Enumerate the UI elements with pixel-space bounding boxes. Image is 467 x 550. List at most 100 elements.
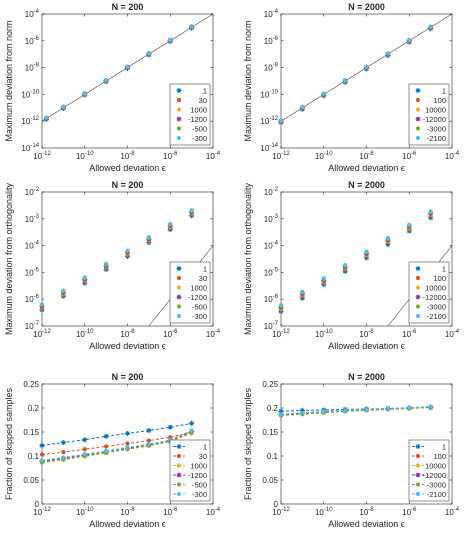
legend-label: -300	[192, 134, 207, 143]
y-tick-label: 10-10	[21, 89, 39, 99]
y-tick-label: 10-3	[25, 214, 40, 224]
legend-label: -2100	[427, 134, 446, 143]
y-axis-label: Maximum deviation from orthogonality	[4, 182, 14, 335]
legend-marker	[415, 491, 421, 497]
legend-label: -12000	[423, 471, 446, 480]
x-tick-label: 10-10	[315, 507, 333, 517]
legend-marker	[176, 107, 182, 112]
x-tick-label: 10-6	[402, 507, 417, 517]
chart-title: N = 2000	[348, 2, 385, 12]
legend-marker	[415, 116, 421, 122]
series-line	[280, 407, 431, 417]
data-point	[146, 441, 151, 447]
y-tick-label: 0	[274, 500, 279, 509]
legend-box	[408, 83, 450, 146]
data-point	[428, 404, 433, 409]
data-point	[343, 262, 348, 268]
x-axis-label: Allowed deviation ϵ	[89, 341, 166, 351]
chart-title: N = 200	[112, 372, 144, 382]
data-point	[167, 424, 173, 430]
chart-panel-2: 10-12 10-10 10-8 10-6 10-4 10-7 10-6 10-5 10-4 10…	[4, 180, 221, 351]
y-tick-label: 10-6	[264, 294, 279, 304]
legend-label: 10000	[425, 105, 446, 114]
y-tick-label: 0.2	[267, 404, 279, 413]
y-tick-label: 10-8	[25, 63, 40, 73]
legend-marker	[415, 444, 421, 449]
y-tick-label: 10-4	[25, 9, 40, 19]
legend-marker	[176, 116, 182, 122]
x-tick-label: 10-12	[272, 151, 290, 161]
data-point	[189, 24, 194, 29]
x-tick-label: 10-12	[33, 507, 51, 517]
data-point	[385, 51, 390, 56]
x-tick-label: 10-8	[359, 151, 374, 161]
x-axis-label: Allowed deviation ϵ	[328, 519, 405, 529]
data-point	[125, 248, 130, 253]
legend-marker	[176, 275, 182, 281]
x-tick-label: 10-10	[315, 329, 333, 339]
x-tick-label: 10-10	[76, 329, 94, 339]
legend-label: 1	[442, 442, 446, 451]
y-tick-label: 10-3	[264, 214, 279, 224]
y-tick-label: 0.2	[28, 404, 40, 413]
chart-title: N = 200	[112, 180, 144, 190]
series-5	[39, 208, 194, 307]
legend-label: -3000	[427, 302, 446, 311]
x-tick-label: 10-12	[33, 329, 51, 339]
x-tick-label: 10-8	[120, 329, 135, 339]
legend-marker	[415, 107, 421, 112]
legend-label: 1	[203, 264, 207, 273]
y-tick-label: 0.15	[23, 428, 39, 437]
legend-marker	[176, 126, 182, 131]
data-point	[146, 427, 152, 434]
legend-marker	[176, 304, 182, 309]
y-tick-label: 0.1	[267, 452, 279, 461]
y-tick-label: 10-4	[264, 241, 279, 251]
legend-label: -2100	[427, 312, 446, 321]
x-axis-label: Allowed deviation ϵ	[328, 341, 405, 351]
data-point	[343, 78, 348, 83]
chart-panel-4: 10-12 10-10 10-8 10-6 10-4 0 0.05 0.1 0.15 0.2 0.2…	[4, 372, 221, 529]
y-tick-label: 0	[35, 500, 40, 509]
legend-marker	[415, 472, 421, 478]
legend-label: 1000	[190, 283, 207, 292]
legend-marker	[176, 97, 182, 103]
legend-box	[408, 439, 450, 502]
y-axis-label: Maximum deviation from orthogonality	[243, 182, 253, 335]
series-line	[41, 432, 192, 463]
legend-label: -300	[192, 312, 207, 321]
y-tick-label: 10-6	[25, 294, 40, 304]
chart-title: N = 2000	[348, 372, 385, 382]
legend-marker	[176, 444, 182, 449]
legend-marker	[415, 97, 421, 103]
legend-label: 30	[199, 452, 207, 461]
legend-label: -1200	[188, 471, 207, 480]
legend-label: 30	[199, 274, 207, 283]
legend-label: 1	[203, 442, 207, 451]
series-5	[278, 404, 433, 417]
y-tick-label: 10-2	[264, 187, 279, 197]
x-tick-label: 10-12	[272, 329, 290, 339]
legend-label: -12000	[423, 115, 446, 124]
data-point	[60, 439, 66, 446]
data-point	[125, 64, 130, 69]
x-tick-label: 10-12	[272, 507, 290, 517]
legend-label: -1200	[188, 293, 207, 302]
y-tick-label: 10-7	[25, 321, 40, 331]
legend-label: -1200	[188, 115, 207, 124]
data-point	[364, 64, 369, 69]
data-point	[189, 208, 194, 213]
x-tick-label: 10-8	[359, 507, 374, 517]
data-point	[44, 115, 49, 120]
x-tick-label: 10-8	[359, 329, 374, 339]
data-point	[82, 447, 87, 452]
data-point	[189, 420, 195, 426]
data-point	[125, 441, 130, 446]
x-tick-label: 10-4	[206, 507, 221, 517]
legend-label: -3000	[427, 480, 446, 489]
legend-label: 1	[442, 264, 446, 273]
data-point	[407, 405, 412, 410]
